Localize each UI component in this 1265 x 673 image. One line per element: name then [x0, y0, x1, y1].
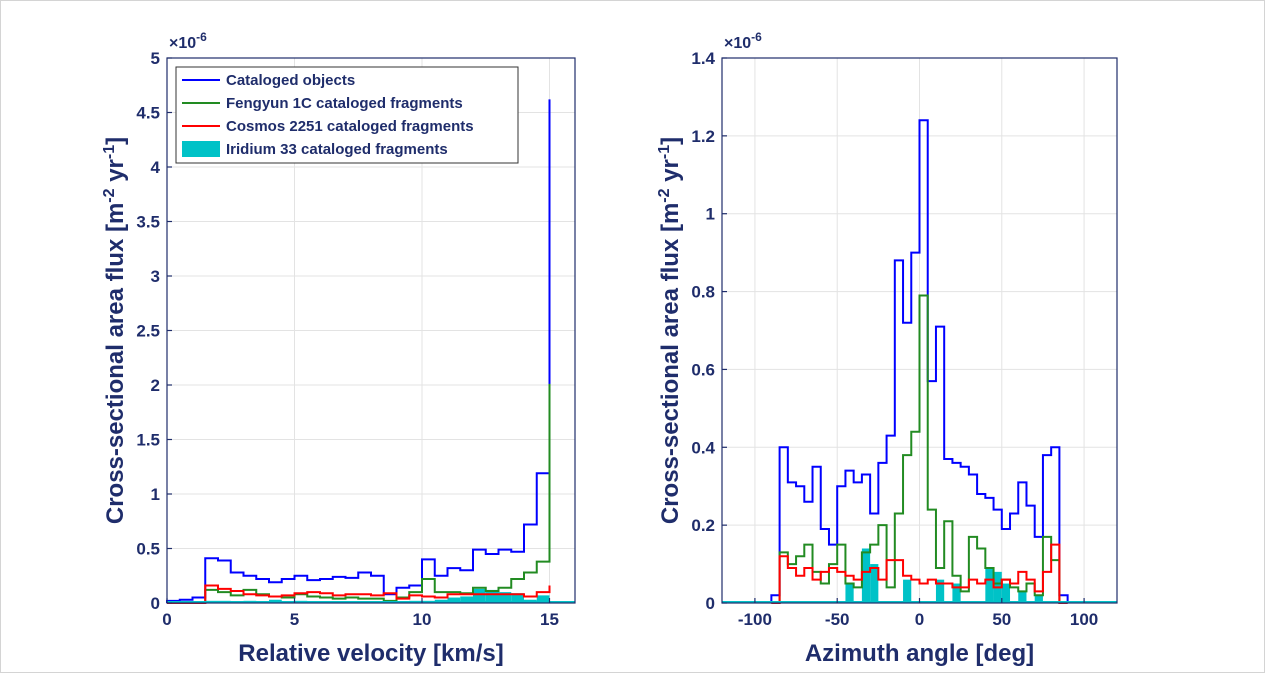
- legend-label-4: Iridium 33 cataloged fragments: [226, 141, 448, 158]
- legend-box: [175, 66, 519, 164]
- legend-label-3: Cosmos 2251 cataloged fragments: [226, 118, 474, 135]
- y-tick-label: 0.5: [136, 540, 160, 559]
- x-axis-label: Azimuth angle [deg]: [805, 640, 1034, 667]
- y-tick-label: 0.2: [691, 516, 715, 535]
- histogram-bar: [536, 595, 550, 603]
- histogram-bar: [903, 579, 912, 603]
- x-tick-label: 15: [540, 610, 559, 629]
- x-tick-label: 5: [290, 610, 299, 629]
- axis-multiplier-exp: -6: [751, 30, 762, 44]
- y-tick-label: 1: [151, 485, 160, 504]
- y-tick-label: 1: [706, 205, 715, 224]
- axis-multiplier: ×10-6: [724, 30, 762, 52]
- histogram-bar: [870, 564, 879, 603]
- x-tick-label: 0: [162, 610, 171, 629]
- legend-label-1: Cataloged objects: [226, 72, 355, 89]
- y-axis-label: Cross-sectional area flux [m-2 yr-1]: [656, 137, 684, 524]
- y-label-end: ]: [102, 137, 129, 145]
- y-label-main: Cross-sectional area flux [m: [657, 203, 684, 524]
- histogram-bar: [952, 583, 961, 603]
- y-tick-label: 0.6: [691, 360, 715, 379]
- series-line-3: [771, 543, 1068, 604]
- series-line-1: [770, 119, 1069, 603]
- y-tick-label: 0.8: [691, 283, 715, 302]
- histogram-bar: [845, 583, 854, 603]
- y-label-end: ]: [657, 137, 684, 145]
- histogram-bar: [1001, 583, 1011, 603]
- histogram-bar: [1018, 591, 1027, 603]
- y-tick-label: 5: [151, 49, 160, 68]
- histogram-bar: [1034, 595, 1043, 603]
- histogram-bar: [473, 588, 486, 603]
- y-label-exp1: -2: [656, 188, 673, 202]
- y-tick-label: 4.5: [136, 104, 160, 123]
- histogram-bar: [861, 548, 871, 603]
- histogram-bar: [935, 579, 945, 603]
- legend-label-2: Fengyun 1C cataloged fragments: [226, 95, 463, 112]
- y-tick-label: 2.5: [136, 322, 160, 341]
- histogram-bar: [460, 596, 473, 603]
- y-label-exp2: -1: [656, 145, 673, 159]
- y-axis-label: Cross-sectional area flux [m-2 yr-1]: [101, 137, 129, 524]
- y-tick-label: 1.4: [691, 49, 715, 68]
- histogram-bar: [447, 597, 461, 603]
- y-tick-label: 2: [151, 376, 160, 395]
- x-tick-label: 0: [915, 610, 924, 629]
- x-axis-label: Relative velocity [km/s]: [238, 640, 503, 667]
- y-tick-label: 0.4: [691, 438, 715, 457]
- series-line-1: [166, 99, 551, 603]
- histogram-bar: [985, 567, 994, 603]
- axis-multiplier-exp: -6: [196, 30, 207, 44]
- x-tick-label: 10: [413, 610, 432, 629]
- y-label-exp1: -2: [101, 188, 118, 202]
- series-line-2: [771, 294, 1068, 604]
- chart-panel-1: 0 5 10 15 0 0.5 1 1.5 2 2.5 3 3.5 4 4.5 5 ×10-6 Relative…: [101, 30, 576, 667]
- y-label-mid: yr: [657, 159, 684, 188]
- y-tick-label: 3.5: [136, 213, 160, 232]
- y-tick-label: 4: [151, 158, 161, 177]
- y-label-mid: yr: [102, 159, 129, 188]
- series-line-3: [167, 584, 551, 604]
- y-tick-label: 3: [151, 267, 160, 286]
- y-label-main: Cross-sectional area flux [m: [102, 203, 129, 524]
- x-tick-label: -50: [825, 610, 850, 629]
- histogram-bar: [498, 592, 512, 603]
- axis-multiplier: ×10-6: [169, 30, 207, 52]
- axis-multiplier-base: ×10: [169, 35, 196, 52]
- y-tick-label: 0: [151, 594, 160, 613]
- chart-panel-2: -100 -50 0 50 100 0 0.2 0.4 0.6 0.8 1 1.2 1.4 ×10-6 Az…: [656, 30, 1118, 667]
- x-tick-label: 100: [1070, 610, 1098, 629]
- y-tick-label: 0: [706, 594, 715, 613]
- y-tick-label: 1.2: [691, 127, 715, 146]
- y-tick-label: 1.5: [136, 431, 160, 450]
- legend: Cataloged objects Fengyun 1C cataloged fr…: [175, 66, 519, 164]
- legend-swatch-4: [182, 141, 220, 157]
- x-tick-label: 50: [992, 610, 1011, 629]
- histogram-bar: [485, 589, 499, 603]
- x-tick-label: -100: [738, 610, 772, 629]
- y-label-exp2: -1: [101, 145, 118, 159]
- axis-multiplier-base: ×10: [724, 35, 751, 52]
- histogram-bar: [511, 593, 524, 603]
